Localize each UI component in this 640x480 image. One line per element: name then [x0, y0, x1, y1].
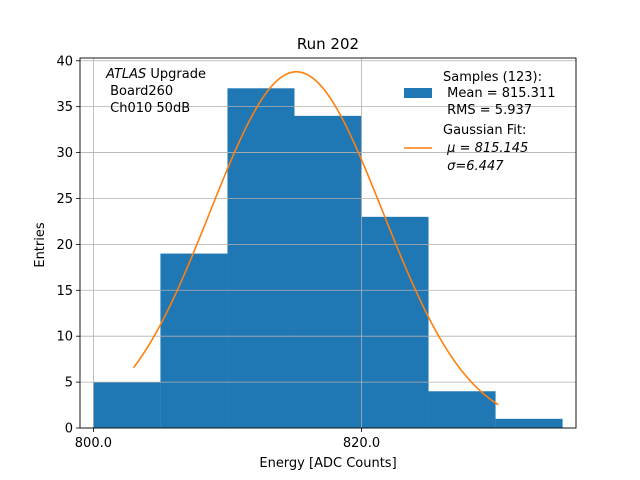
- y-tick-label: 10: [56, 330, 73, 345]
- y-tick-label: 30: [56, 146, 73, 161]
- gaussian-fit-curve: [132, 71, 499, 406]
- x-axis-label: Energy [ADC Counts]: [259, 456, 396, 471]
- histogram-bar: [160, 253, 228, 428]
- y-tick-label: 0: [65, 422, 73, 437]
- histogram-bar: [495, 418, 563, 428]
- experiment-suffix: Upgrade: [146, 67, 206, 82]
- x-tick-label: 820.0: [343, 436, 380, 451]
- x-tick-label: 800.0: [75, 436, 112, 451]
- plot-frame: [79, 57, 577, 429]
- legend-samples-swatch: [404, 88, 432, 98]
- legend-fit-line2: μ = 815.145: [443, 141, 528, 156]
- histogram-bar: [93, 382, 161, 428]
- experiment-annotation: ATLAS Upgrade Board260 Ch010 50dB: [106, 66, 206, 117]
- y-tick-label: 20: [56, 238, 73, 253]
- grid-lines: [80, 58, 576, 429]
- y-tick-label: 5: [65, 376, 73, 391]
- histogram-bars: [93, 88, 563, 429]
- legend-samples-line1: Samples (123):: [443, 70, 542, 85]
- legend-samples-line3: RMS = 5.937: [443, 103, 532, 118]
- y-tick-label: 25: [56, 192, 73, 207]
- y-tick-label: 40: [56, 54, 73, 69]
- y-axis-ticks: 0 5 10 15 20 25 30 35 40: [56, 54, 80, 437]
- channel-label: Ch010 50dB: [110, 101, 191, 116]
- legend-fit-line3: σ=6.447: [443, 159, 504, 174]
- y-axis-label: Entries: [33, 222, 48, 268]
- histogram-bar: [361, 216, 429, 428]
- chart-title: Run 202: [297, 35, 359, 53]
- histogram-bar: [227, 88, 295, 429]
- experiment-name: ATLAS: [106, 67, 147, 82]
- x-axis-ticks: 800.0 820.0: [75, 428, 380, 451]
- y-tick-label: 15: [56, 284, 73, 299]
- legend-samples-line2: Mean = 815.311: [443, 86, 555, 101]
- y-tick-label: 35: [56, 100, 73, 115]
- legend-fit-line1: Gaussian Fit:: [443, 123, 526, 138]
- histogram-bar: [428, 391, 496, 428]
- histogram-bar: [294, 115, 362, 429]
- board-label: Board260: [110, 84, 174, 99]
